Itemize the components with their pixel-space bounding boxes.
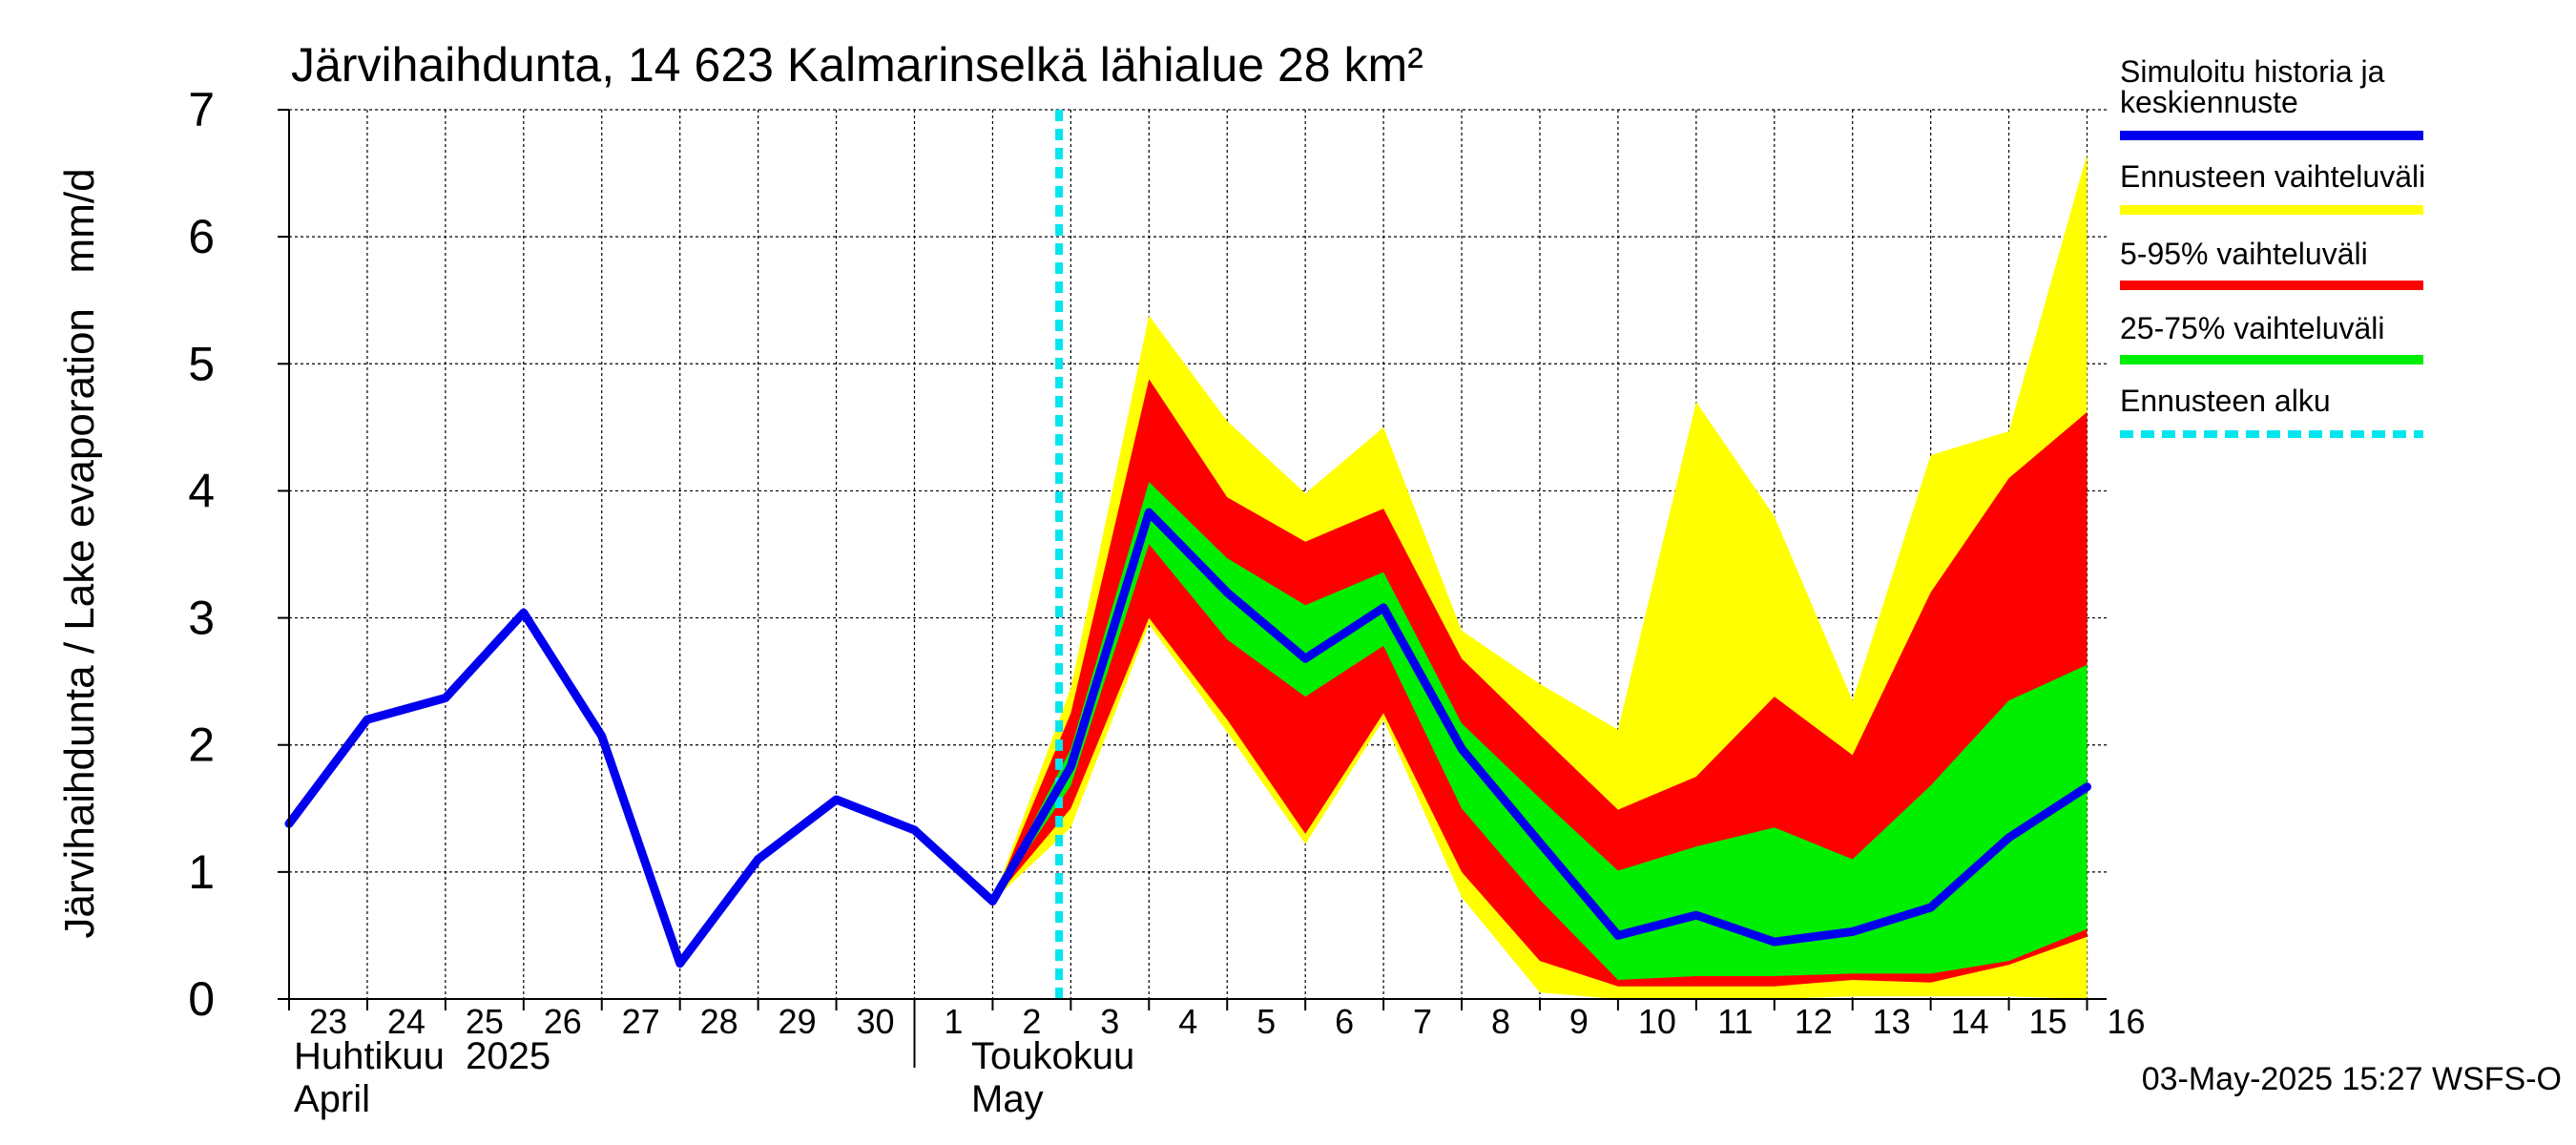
chart-title: Järvihaihdunta, 14 623 Kalmarinselkä läh… <box>291 38 1423 92</box>
x-tick-label: 3 <box>1100 1002 1119 1041</box>
x-tick-label: 11 <box>1717 1002 1753 1041</box>
y-tick-label: 3 <box>188 592 215 645</box>
band-ff0000 <box>992 379 2088 987</box>
series-lines <box>284 110 2091 999</box>
x-tick-label: 30 <box>856 1002 894 1041</box>
x-tick-label: 25 <box>466 1002 504 1041</box>
x-tick-label: 12 <box>1795 1002 1833 1041</box>
x-tick-label: 24 <box>387 1002 426 1041</box>
x-tick-label: 26 <box>544 1002 582 1041</box>
x-tick-label: 10 <box>1638 1002 1676 1041</box>
x-tick-label: 16 <box>2107 1002 2145 1041</box>
legend-item: 5-95% vaihteluväli <box>2120 237 2423 290</box>
x-tick-label: 7 <box>1413 1002 1432 1041</box>
legend-item: Ennusteen alku <box>2120 384 2423 438</box>
month-label-may-en: May <box>971 1078 1044 1120</box>
x-tick-label: 23 <box>309 1002 347 1041</box>
x-tick-label: 4 <box>1178 1002 1197 1041</box>
x-tick-label: 13 <box>1873 1002 1911 1041</box>
y-tick-label: 0 <box>188 972 215 1026</box>
month-label-april-fi: Huhtikuu 2025 <box>294 1035 551 1077</box>
legend-label: Ennusteen alku <box>2120 384 2331 418</box>
x-tick-label: 29 <box>779 1002 817 1041</box>
legend-item: 25-75% vaihteluväli <box>2120 311 2423 364</box>
main-series-line <box>284 508 2091 968</box>
forecast-bands <box>992 154 2088 1000</box>
y-tick-label: 2 <box>188 718 215 772</box>
x-tick-label: 28 <box>700 1002 738 1041</box>
x-tick-label: 2 <box>1022 1002 1041 1041</box>
x-tick-label: 5 <box>1257 1002 1276 1041</box>
legend-label: Simuloitu historia ja <box>2120 54 2385 89</box>
legend-label: 25-75% vaihteluväli <box>2120 311 2385 345</box>
x-tick-label: 6 <box>1335 1002 1354 1041</box>
y-tick-label: 4 <box>188 464 215 517</box>
y-axis-label: Järvihaihdunta / Lake evaporation mm/d <box>56 168 103 938</box>
legend-label: Ennusteen vaihteluväli <box>2120 159 2425 194</box>
y-tick-label: 7 <box>188 83 215 136</box>
x-tick-label: 8 <box>1491 1002 1510 1041</box>
footer-timestamp: 03-May-2025 15:27 WSFS-O <box>2142 1061 2562 1097</box>
month-label-april-en: April <box>294 1078 370 1120</box>
x-tick-label: 1 <box>944 1002 963 1041</box>
legend-label: keskiennuste <box>2120 85 2298 119</box>
legend-item: Ennusteen vaihteluväli <box>2120 159 2425 215</box>
legend-label: 5-95% vaihteluväli <box>2120 237 2368 271</box>
y-tick-label: 1 <box>188 845 215 899</box>
x-tick-label: 9 <box>1569 1002 1589 1041</box>
month-label-may-fi: Toukokuu <box>971 1035 1134 1077</box>
x-tick-label: 14 <box>1951 1002 1989 1041</box>
band-00ee00 <box>992 482 2088 981</box>
y-tick-label: 5 <box>188 337 215 390</box>
y-tick-label: 6 <box>188 210 215 263</box>
x-tick-label: 27 <box>622 1002 660 1041</box>
x-tick-label: 15 <box>2029 1002 2067 1041</box>
axes <box>278 109 2107 1068</box>
